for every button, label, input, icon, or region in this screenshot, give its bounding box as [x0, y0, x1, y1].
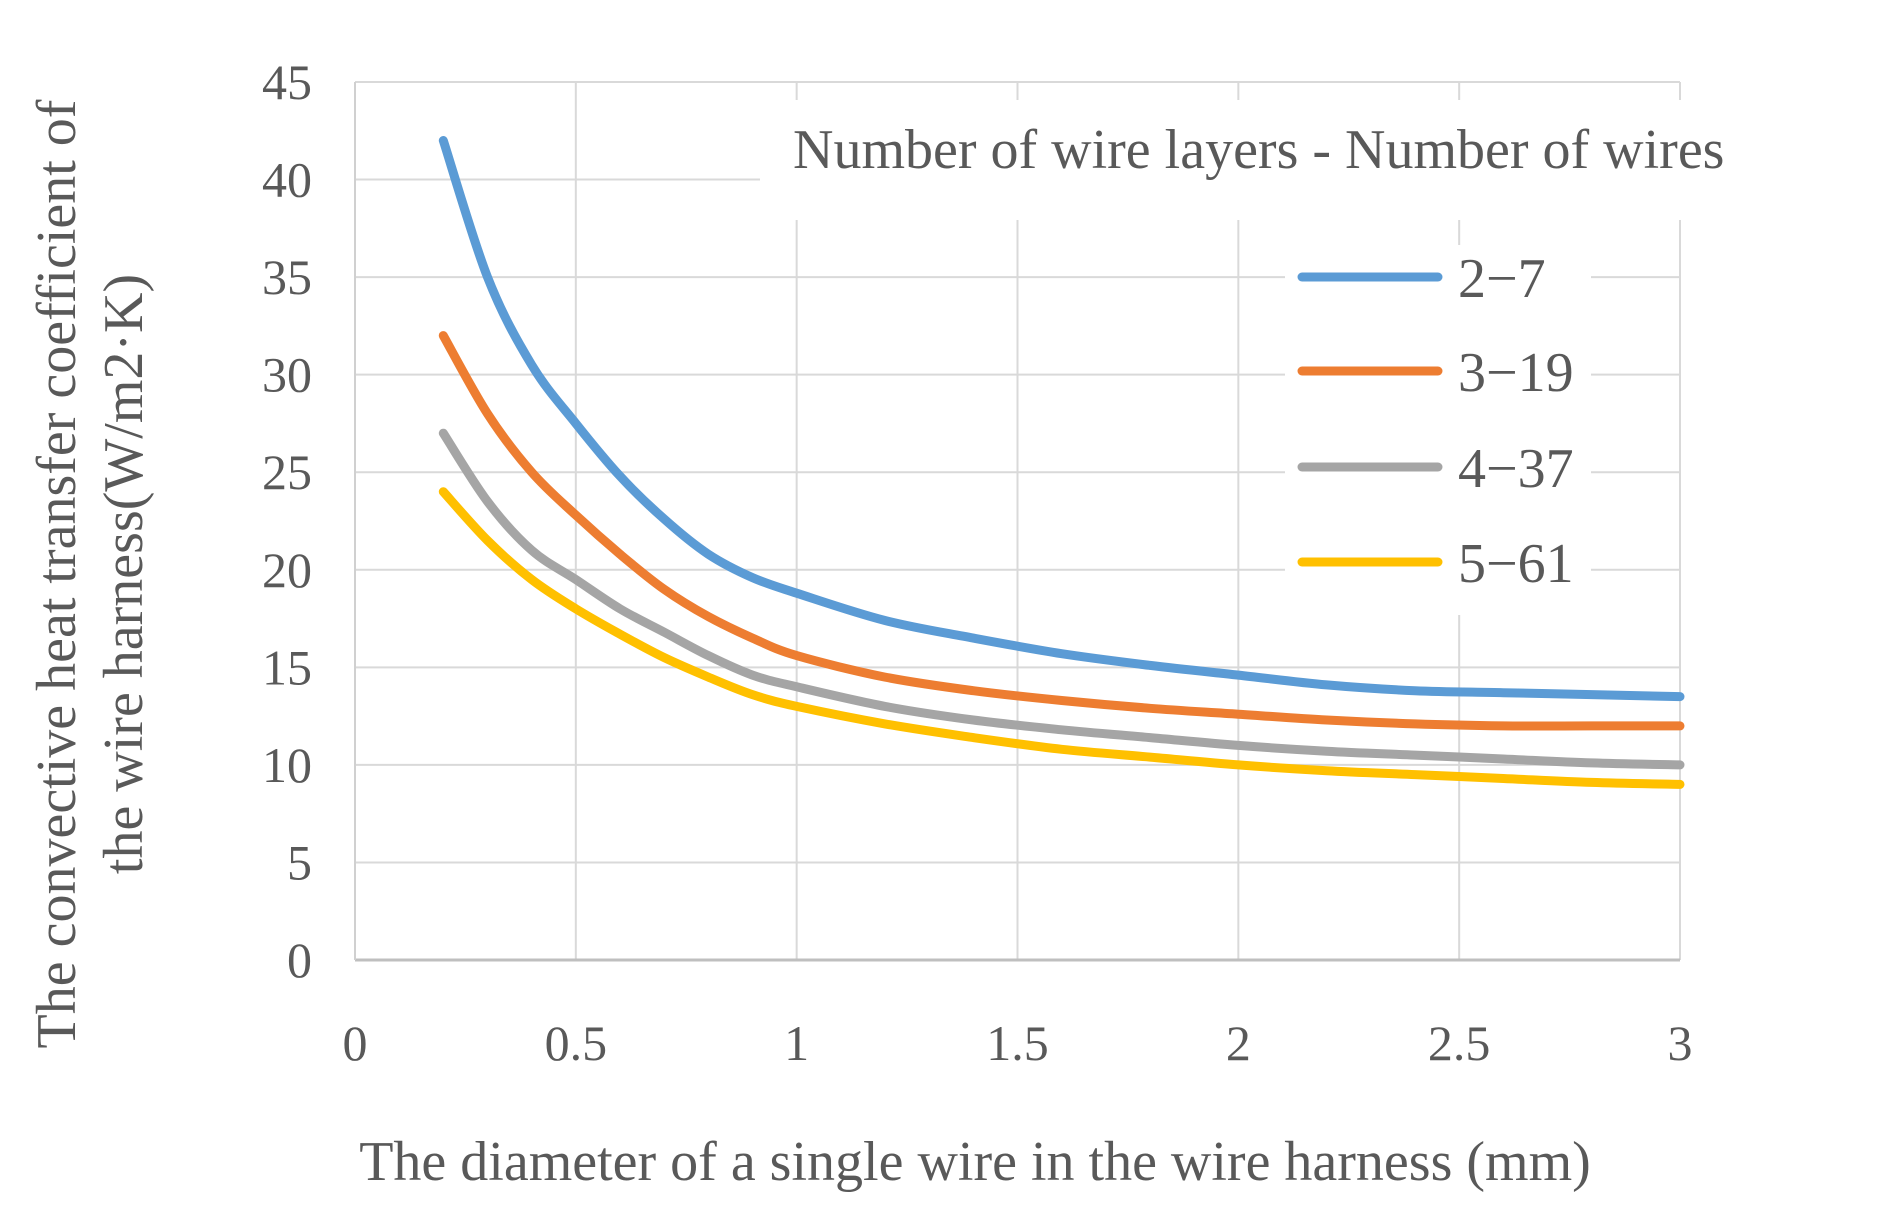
- legend: Number of wire layers - Number of wires …: [760, 100, 1893, 615]
- x-tick-label: 2: [1226, 1015, 1251, 1071]
- x-tick-labels: 0 0.5 1 1.5 2 2.5 3: [343, 1015, 1693, 1071]
- y-tick-label: 0: [287, 932, 312, 988]
- legend-label-3: 4−37: [1458, 438, 1574, 500]
- series-line-3: [438, 428, 1685, 770]
- x-tick-label: 1.5: [986, 1015, 1049, 1071]
- legend-label-2: 3−19: [1458, 342, 1574, 404]
- y-tick-label: 30: [262, 347, 312, 403]
- y-tick-labels: 0 5 10 15 20 25 30 35 40 45: [262, 54, 312, 988]
- x-tick-label: 0.5: [545, 1015, 608, 1071]
- x-tick-label: 0: [343, 1015, 368, 1071]
- axes: [354, 82, 1680, 962]
- x-tick-label: 2.5: [1428, 1015, 1491, 1071]
- y-axis-title-line-1: The convective heat transfer coefficient…: [26, 99, 88, 1048]
- legend-title-background: [760, 100, 1893, 220]
- y-tick-label: 25: [262, 444, 312, 500]
- legend-box-background: [1285, 245, 1591, 615]
- series-line-4: [438, 487, 1685, 789]
- y-tick-label: 5: [287, 834, 312, 890]
- y-tick-label: 10: [262, 737, 312, 793]
- legend-label-1: 2−7: [1458, 248, 1546, 310]
- y-tick-label: 40: [262, 152, 312, 208]
- y-tick-label: 45: [262, 54, 312, 110]
- legend-items: 2−7 3−19 4−37 5−61: [1297, 248, 1574, 595]
- x-axis-title: The diameter of a single wire in the wir…: [359, 1131, 1591, 1193]
- y-axis-title: The convective heat transfer coefficient…: [26, 99, 155, 1048]
- x-tick-label: 1: [784, 1015, 809, 1071]
- series-line-1: [438, 136, 1685, 702]
- legend-label-4: 5−61: [1458, 533, 1574, 595]
- series-lines: [438, 136, 1685, 789]
- y-tick-label: 15: [262, 639, 312, 695]
- x-tick-label: 3: [1668, 1015, 1693, 1071]
- y-axis-title-line-2: the wire harness(W/m2·K): [93, 274, 155, 874]
- legend-title: Number of wire layers - Number of wires: [793, 119, 1724, 181]
- y-tick-label: 20: [262, 542, 312, 598]
- y-tick-label: 35: [262, 249, 312, 305]
- series-line-2: [438, 331, 1685, 731]
